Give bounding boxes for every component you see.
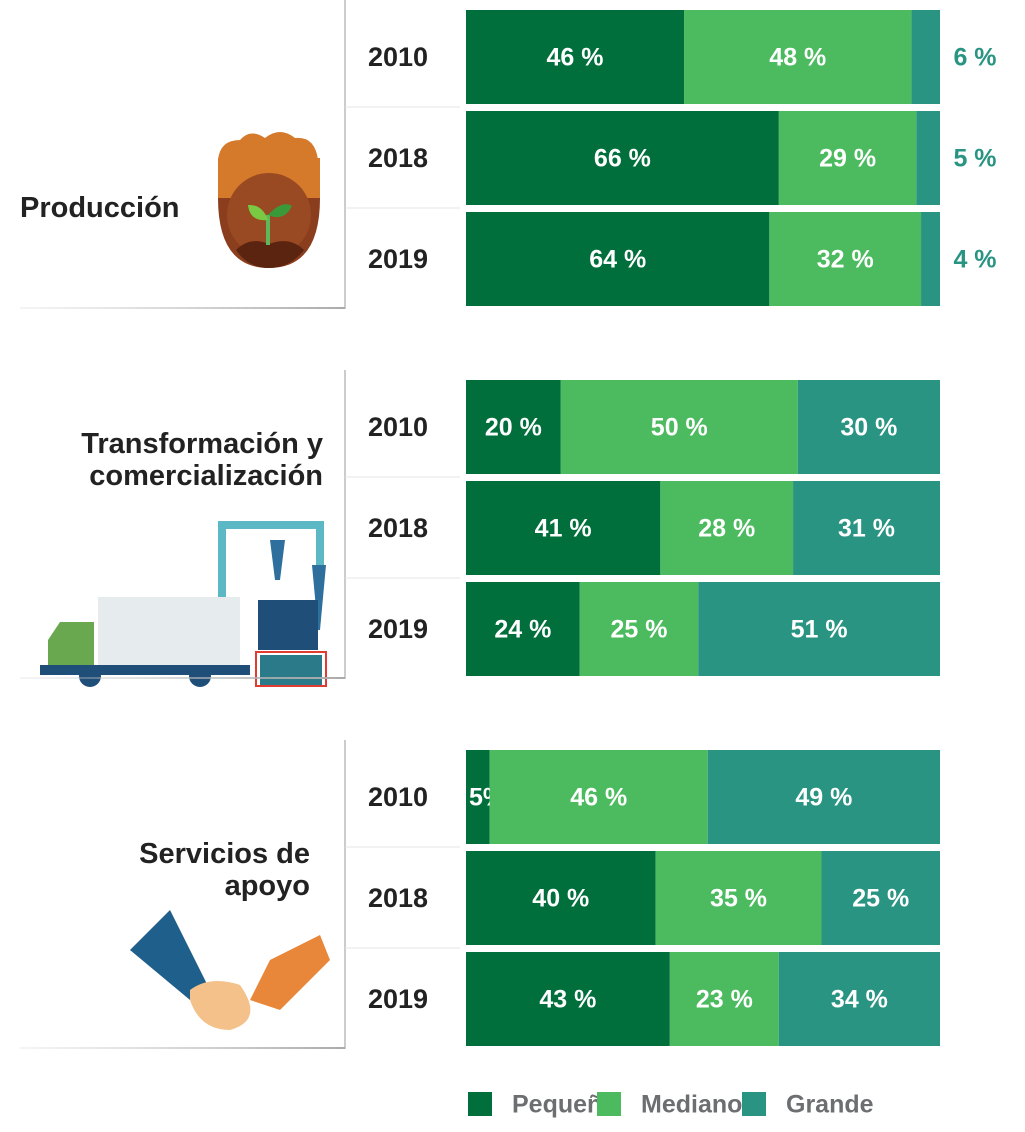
legend-label: Grande (786, 1091, 874, 1119)
value-label: 5 % (953, 145, 996, 173)
value-label: 66 % (594, 145, 651, 173)
bar-segment (821, 851, 940, 945)
bar-segment (778, 952, 940, 1046)
value-label: 51 % (791, 616, 848, 644)
year-label: 2010 (368, 412, 428, 442)
value-label: 6 % (953, 44, 996, 72)
bar-segment (466, 851, 656, 945)
bar-segment (916, 111, 940, 205)
bar-segment (466, 10, 685, 104)
bar-segment (911, 10, 940, 104)
year-label: 2019 (368, 984, 428, 1014)
value-label: 46 % (547, 44, 604, 72)
bar-segment (707, 750, 940, 844)
bar-segment (489, 750, 708, 844)
value-label: 46 % (570, 784, 627, 812)
value-label: 32 % (817, 246, 874, 274)
legend-swatch (597, 1092, 621, 1116)
bar-segment (466, 111, 779, 205)
year-label: 2019 (368, 244, 428, 274)
baseline (20, 307, 345, 309)
bar-segment (466, 380, 561, 474)
bar-segment (579, 582, 699, 676)
bar-segment (655, 851, 822, 945)
value-label: 50 % (651, 414, 708, 442)
bar-segment (660, 481, 794, 575)
year-label: 2019 (368, 614, 428, 644)
bar-segment (793, 481, 940, 575)
value-label: 48 % (769, 44, 826, 72)
value-label: 25 % (852, 885, 909, 913)
value-label: 28 % (698, 515, 755, 543)
legend-label: Mediano (641, 1091, 742, 1119)
bar-segment (797, 380, 940, 474)
value-label: 23 % (696, 986, 753, 1014)
year-label: 2010 (368, 782, 428, 812)
value-label: 49 % (795, 784, 852, 812)
bar-segment (560, 380, 798, 474)
bar-segment (466, 582, 580, 676)
value-label: 31 % (838, 515, 895, 543)
year-label: 2018 (368, 143, 428, 173)
bar-segment (769, 212, 922, 306)
value-label: 64 % (589, 246, 646, 274)
value-label: 34 % (831, 986, 888, 1014)
bar-segment (669, 952, 779, 1046)
bar-segment (466, 750, 490, 844)
year-label: 2018 (368, 883, 428, 913)
value-label: 4 % (953, 246, 996, 274)
bar-segment (778, 111, 917, 205)
value-label: 24 % (494, 616, 551, 644)
baseline (20, 677, 345, 679)
group-title: Producción (20, 192, 180, 224)
value-label: 35 % (710, 885, 767, 913)
legend-swatch (468, 1092, 492, 1116)
baseline (20, 1047, 345, 1049)
bar-segment (684, 10, 912, 104)
bar-segment (921, 212, 940, 306)
soil-icon (218, 132, 320, 268)
year-label: 2018 (368, 513, 428, 543)
bar-segment (466, 212, 770, 306)
bar-segment (466, 481, 661, 575)
handshake-icon (130, 910, 330, 1030)
group-title: Servicios de apoyo (139, 838, 310, 902)
bar-segment (698, 582, 940, 676)
truck-icon (40, 521, 327, 687)
value-label: 40 % (532, 885, 589, 913)
value-label: 29 % (819, 145, 876, 173)
value-label: 20 % (485, 414, 542, 442)
value-label: 30 % (840, 414, 897, 442)
legend-swatch (742, 1092, 766, 1116)
value-label: 43 % (539, 986, 596, 1014)
year-label: 2010 (368, 42, 428, 72)
bar-segment (466, 952, 670, 1046)
value-label: 25 % (611, 616, 668, 644)
group-title: Transformación y comercialización (81, 428, 323, 492)
value-label: 41 % (535, 515, 592, 543)
